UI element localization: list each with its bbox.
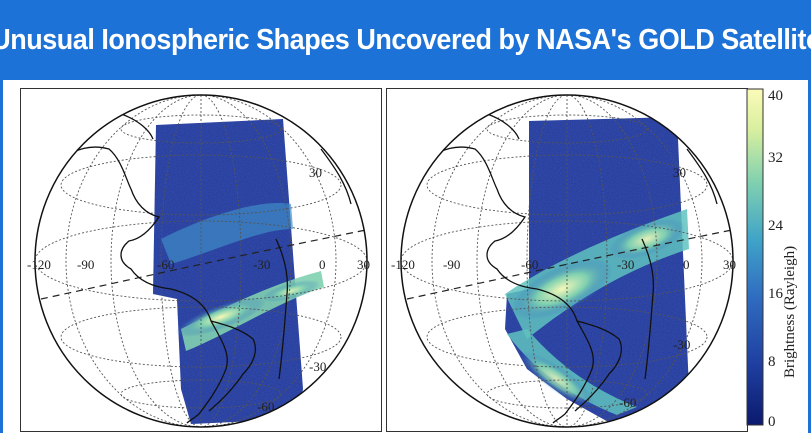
left-lat-label-2: -30 bbox=[309, 359, 326, 374]
colorbar-gradient bbox=[746, 88, 764, 426]
colorbar: 40 32 24 16 8 0 Brightness (Rayleigh) bbox=[746, 88, 806, 432]
right-lon-label-5: 0 bbox=[683, 257, 690, 272]
left-graticule bbox=[35, 95, 367, 427]
left-lat-label-1: 30 bbox=[309, 165, 322, 180]
left-lon-label-2: -90 bbox=[77, 257, 94, 272]
right-edge-line bbox=[808, 80, 811, 433]
colorbar-title: Brightness (Rayleigh) bbox=[782, 245, 798, 378]
colorbar-tick-16: 16 bbox=[768, 286, 783, 302]
right-globe-map: -120 -90 -60 -30 0 30 30 -30 -60 bbox=[391, 94, 736, 428]
left-edge-line bbox=[0, 80, 3, 433]
left-lon-label-5: 0 bbox=[319, 257, 326, 272]
right-globe-outline bbox=[400, 94, 734, 428]
title-banner: Unusual Ionospheric Shapes Uncovered by … bbox=[0, 0, 811, 80]
colorbar-tick-32: 32 bbox=[768, 150, 783, 166]
left-lon-label-3: -60 bbox=[157, 257, 174, 272]
right-lon-label-2: -90 bbox=[443, 257, 460, 272]
right-globe-panel: -120 -90 -60 -30 0 30 30 -30 -60 bbox=[386, 88, 748, 432]
left-lon-label-4: -30 bbox=[253, 257, 270, 272]
right-lon-label-6: 30 bbox=[723, 257, 736, 272]
right-lon-label-1: -120 bbox=[391, 257, 415, 272]
right-lon-label-4: -30 bbox=[617, 257, 634, 272]
right-glow-arc bbox=[507, 329, 637, 415]
left-lon-label-6: 30 bbox=[357, 257, 370, 272]
banner-title: Unusual Ionospheric Shapes Uncovered by … bbox=[0, 23, 811, 56]
left-lat-label-3: -60 bbox=[257, 399, 274, 414]
left-lon-label-1: -120 bbox=[27, 257, 51, 272]
right-lat-label-3: -60 bbox=[619, 395, 636, 410]
right-lat-label-2: -30 bbox=[673, 337, 690, 352]
left-continents bbox=[60, 113, 352, 424]
left-globe-panel: -120 -90 -60 -30 0 30 30 -30 -60 bbox=[20, 88, 382, 432]
colorbar-tick-40: 40 bbox=[768, 88, 783, 104]
right-continents bbox=[426, 113, 718, 424]
colorbar-tick-8: 8 bbox=[768, 354, 776, 370]
left-globe-outline bbox=[34, 94, 368, 428]
right-lat-label-1: 30 bbox=[673, 165, 686, 180]
colorbar-tick-0: 0 bbox=[768, 414, 776, 430]
left-globe-map: -120 -90 -60 -30 0 30 30 -30 -60 bbox=[27, 94, 370, 428]
colorbar-tick-24: 24 bbox=[768, 218, 783, 234]
right-graticule bbox=[401, 95, 733, 427]
right-lon-label-3: -60 bbox=[521, 257, 538, 272]
